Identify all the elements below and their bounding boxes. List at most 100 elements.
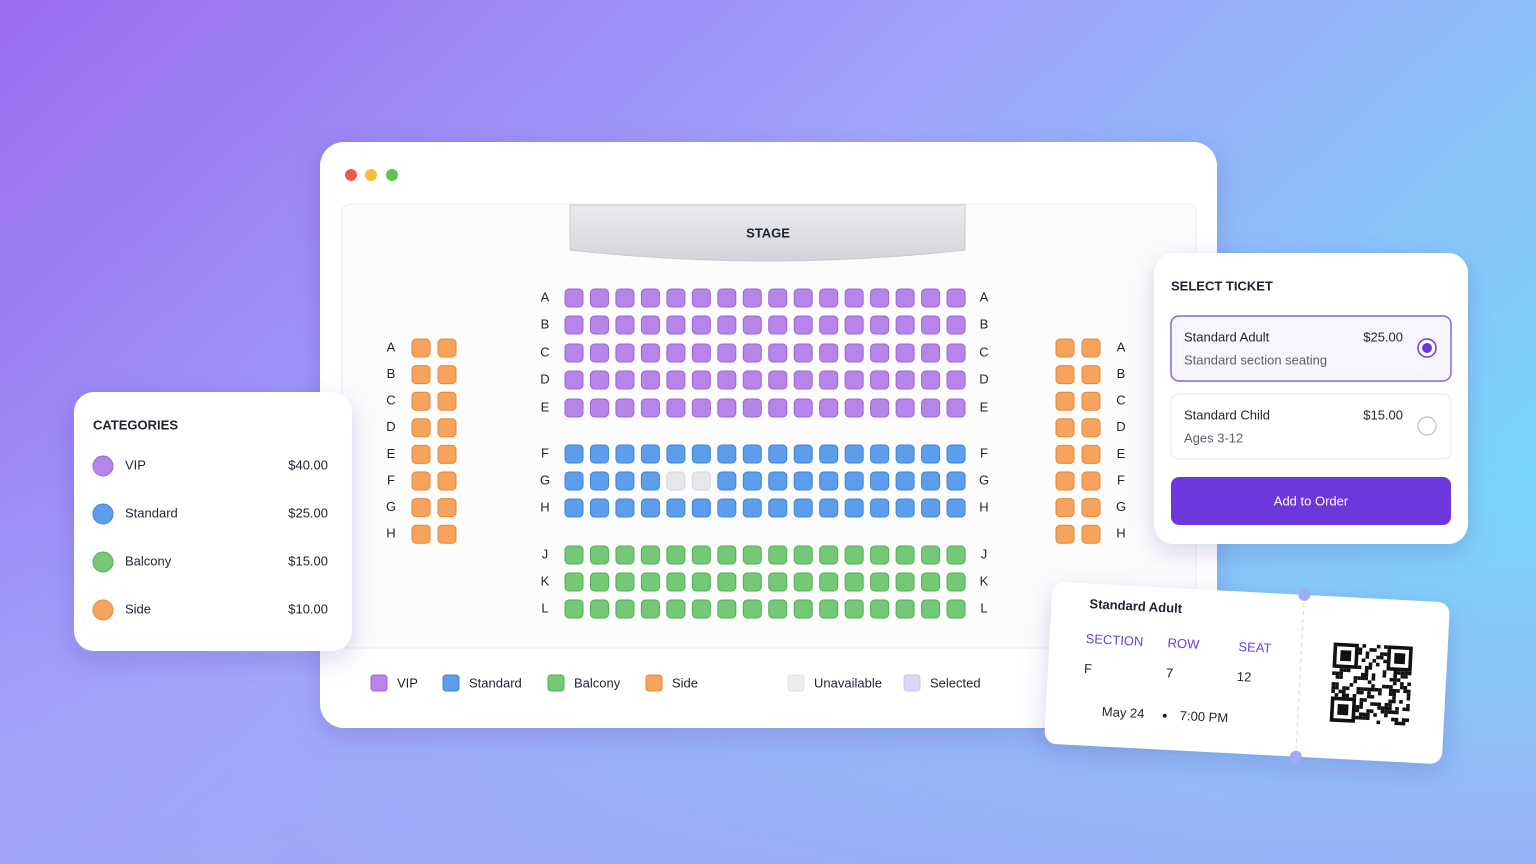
seat[interactable] xyxy=(895,599,915,619)
seat[interactable] xyxy=(717,315,737,335)
seat[interactable] xyxy=(895,315,915,335)
seat[interactable] xyxy=(640,343,660,363)
seat[interactable] xyxy=(844,599,864,619)
seat[interactable] xyxy=(411,365,431,385)
seat[interactable] xyxy=(895,343,915,363)
seat[interactable] xyxy=(1055,444,1075,464)
seat[interactable] xyxy=(895,471,915,491)
seat[interactable] xyxy=(819,370,839,390)
seat[interactable] xyxy=(870,315,890,335)
seat[interactable] xyxy=(411,418,431,438)
seat[interactable] xyxy=(844,572,864,592)
seat[interactable] xyxy=(615,572,635,592)
seat[interactable] xyxy=(564,498,584,518)
seat[interactable] xyxy=(666,398,686,418)
seat[interactable] xyxy=(793,572,813,592)
seat[interactable] xyxy=(564,343,584,363)
seat[interactable] xyxy=(1081,391,1101,411)
seat[interactable] xyxy=(793,288,813,308)
seat[interactable] xyxy=(1055,471,1075,491)
seat[interactable] xyxy=(640,315,660,335)
seat[interactable] xyxy=(819,498,839,518)
seat[interactable] xyxy=(819,343,839,363)
seat[interactable] xyxy=(411,498,431,518)
seat[interactable] xyxy=(564,444,584,464)
seat[interactable] xyxy=(437,391,457,411)
seat[interactable] xyxy=(895,498,915,518)
seat[interactable] xyxy=(946,288,966,308)
seat[interactable] xyxy=(742,370,762,390)
seat[interactable] xyxy=(768,599,788,619)
seat[interactable] xyxy=(589,444,609,464)
seat[interactable] xyxy=(564,398,584,418)
seat[interactable] xyxy=(437,471,457,491)
seat[interactable] xyxy=(1055,524,1075,544)
seat[interactable] xyxy=(768,288,788,308)
seat[interactable] xyxy=(844,498,864,518)
seat[interactable] xyxy=(742,471,762,491)
seat[interactable] xyxy=(666,572,686,592)
seat[interactable] xyxy=(946,315,966,335)
seat[interactable] xyxy=(589,315,609,335)
seat[interactable] xyxy=(768,370,788,390)
seat[interactable] xyxy=(768,498,788,518)
seat[interactable] xyxy=(691,343,711,363)
seat[interactable] xyxy=(666,343,686,363)
seat[interactable] xyxy=(691,444,711,464)
seat[interactable] xyxy=(844,398,864,418)
seat[interactable] xyxy=(793,315,813,335)
seat[interactable] xyxy=(870,398,890,418)
seat[interactable] xyxy=(921,599,941,619)
seat[interactable] xyxy=(793,343,813,363)
seat[interactable] xyxy=(895,288,915,308)
seat[interactable] xyxy=(411,524,431,544)
seat[interactable] xyxy=(819,471,839,491)
seat[interactable] xyxy=(844,444,864,464)
seat[interactable] xyxy=(437,524,457,544)
seat[interactable] xyxy=(411,444,431,464)
seat[interactable] xyxy=(589,288,609,308)
seat[interactable] xyxy=(844,370,864,390)
seat[interactable] xyxy=(640,498,660,518)
seat[interactable] xyxy=(742,572,762,592)
seat[interactable] xyxy=(742,599,762,619)
seat[interactable] xyxy=(768,471,788,491)
seat[interactable] xyxy=(742,498,762,518)
seat[interactable] xyxy=(819,572,839,592)
seat[interactable] xyxy=(921,444,941,464)
seat[interactable] xyxy=(717,471,737,491)
seat[interactable] xyxy=(691,288,711,308)
seat[interactable] xyxy=(946,444,966,464)
seat[interactable] xyxy=(615,444,635,464)
seat[interactable] xyxy=(819,315,839,335)
add-to-order-label[interactable]: Add to Order xyxy=(1274,493,1349,508)
seat[interactable] xyxy=(742,444,762,464)
seat[interactable] xyxy=(1055,391,1075,411)
seat[interactable] xyxy=(615,471,635,491)
seat[interactable] xyxy=(615,370,635,390)
seat[interactable] xyxy=(870,545,890,565)
seat[interactable] xyxy=(793,471,813,491)
seat[interactable] xyxy=(946,398,966,418)
seat[interactable] xyxy=(742,315,762,335)
seat[interactable] xyxy=(589,599,609,619)
seat[interactable] xyxy=(1081,498,1101,518)
seat[interactable] xyxy=(768,545,788,565)
seat[interactable] xyxy=(793,599,813,619)
seat[interactable] xyxy=(666,545,686,565)
seat[interactable] xyxy=(1081,338,1101,358)
seat[interactable] xyxy=(1055,365,1075,385)
seat[interactable] xyxy=(615,498,635,518)
seat[interactable] xyxy=(768,343,788,363)
seat[interactable] xyxy=(870,572,890,592)
seat[interactable] xyxy=(589,545,609,565)
seat[interactable] xyxy=(870,599,890,619)
seat[interactable] xyxy=(640,572,660,592)
seat[interactable] xyxy=(615,343,635,363)
seat[interactable] xyxy=(870,471,890,491)
seat[interactable] xyxy=(691,498,711,518)
seat[interactable] xyxy=(895,398,915,418)
seat[interactable] xyxy=(1055,418,1075,438)
seat[interactable] xyxy=(895,572,915,592)
seat[interactable] xyxy=(437,418,457,438)
